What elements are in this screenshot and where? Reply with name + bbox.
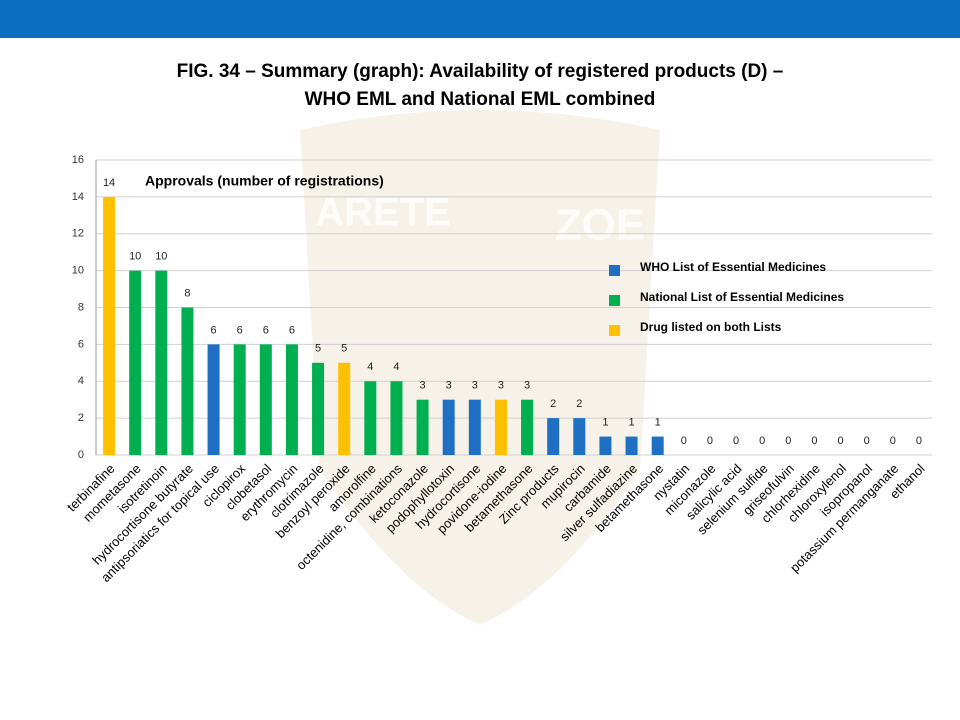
data-label: 3 bbox=[498, 380, 504, 392]
data-label: 6 bbox=[289, 324, 295, 336]
bar bbox=[338, 362, 351, 455]
bar bbox=[312, 362, 325, 455]
data-label: 6 bbox=[263, 324, 269, 336]
bar bbox=[442, 399, 455, 455]
y-tick-label: 12 bbox=[72, 228, 84, 240]
bar bbox=[573, 418, 586, 455]
data-label: 4 bbox=[393, 361, 399, 373]
data-label: 0 bbox=[811, 435, 817, 447]
y-tick-label: 10 bbox=[72, 265, 84, 277]
bar bbox=[625, 436, 638, 455]
bar bbox=[285, 344, 298, 455]
y-tick-label: 16 bbox=[72, 154, 84, 166]
y-tick-label: 2 bbox=[78, 412, 84, 424]
data-label: 2 bbox=[550, 398, 556, 410]
watermark: ZOE bbox=[555, 201, 645, 250]
bar bbox=[259, 344, 272, 455]
data-label: 14 bbox=[103, 177, 115, 189]
data-label: 10 bbox=[129, 251, 141, 263]
data-label: 0 bbox=[759, 435, 765, 447]
bar bbox=[651, 436, 664, 455]
y-tick-label: 4 bbox=[78, 375, 84, 387]
bar bbox=[364, 381, 377, 455]
legend-swatch bbox=[609, 325, 620, 336]
data-label: 0 bbox=[916, 435, 922, 447]
data-label: 5 bbox=[315, 343, 321, 355]
data-label: 3 bbox=[446, 380, 452, 392]
data-label: 0 bbox=[785, 435, 791, 447]
data-label: 0 bbox=[864, 435, 870, 447]
header-band bbox=[0, 0, 960, 38]
bar bbox=[233, 344, 246, 455]
y-tick-label: 8 bbox=[78, 301, 84, 313]
legend-swatch bbox=[609, 295, 620, 306]
legend-label: WHO List of Essential Medicines bbox=[640, 260, 826, 274]
bar bbox=[599, 436, 612, 455]
bar bbox=[468, 399, 481, 455]
data-label: 2 bbox=[576, 398, 582, 410]
watermark: ARETE bbox=[315, 191, 451, 235]
bar bbox=[494, 399, 507, 455]
bar bbox=[416, 399, 429, 455]
bar bbox=[155, 270, 168, 455]
data-label: 6 bbox=[211, 324, 217, 336]
chart-title: WHO EML and National EML combined bbox=[305, 89, 656, 110]
data-label: 6 bbox=[237, 324, 243, 336]
chart-subtitle: Approvals (number of registrations) bbox=[145, 173, 384, 189]
legend-label: National List of Essential Medicines bbox=[640, 290, 844, 304]
y-tick-label: 0 bbox=[78, 449, 84, 461]
data-label: 1 bbox=[655, 416, 661, 428]
data-label: 4 bbox=[367, 361, 373, 373]
watermark-shield bbox=[300, 110, 660, 625]
data-label: 3 bbox=[472, 380, 478, 392]
data-label: 0 bbox=[681, 435, 687, 447]
y-tick-label: 6 bbox=[78, 338, 84, 350]
bar bbox=[390, 381, 403, 455]
y-tick-label: 14 bbox=[72, 191, 84, 203]
bar bbox=[547, 418, 560, 455]
bar bbox=[129, 270, 142, 455]
bar bbox=[521, 399, 534, 455]
legend-label: Drug listed on both Lists bbox=[640, 320, 782, 334]
data-label: 3 bbox=[420, 380, 426, 392]
bar bbox=[207, 344, 220, 455]
data-label: 0 bbox=[707, 435, 713, 447]
data-label: 5 bbox=[341, 343, 347, 355]
data-label: 0 bbox=[733, 435, 739, 447]
data-label: 0 bbox=[838, 435, 844, 447]
data-label: 3 bbox=[524, 380, 530, 392]
data-label: 0 bbox=[890, 435, 896, 447]
data-label: 8 bbox=[184, 287, 190, 299]
chart-title: FIG. 34 – Summary (graph): Availability … bbox=[177, 61, 784, 82]
data-label: 10 bbox=[155, 251, 167, 263]
data-label: 1 bbox=[629, 416, 635, 428]
data-label: 1 bbox=[602, 416, 608, 428]
legend-swatch bbox=[609, 265, 620, 276]
bar bbox=[181, 307, 194, 455]
bar bbox=[103, 196, 116, 455]
